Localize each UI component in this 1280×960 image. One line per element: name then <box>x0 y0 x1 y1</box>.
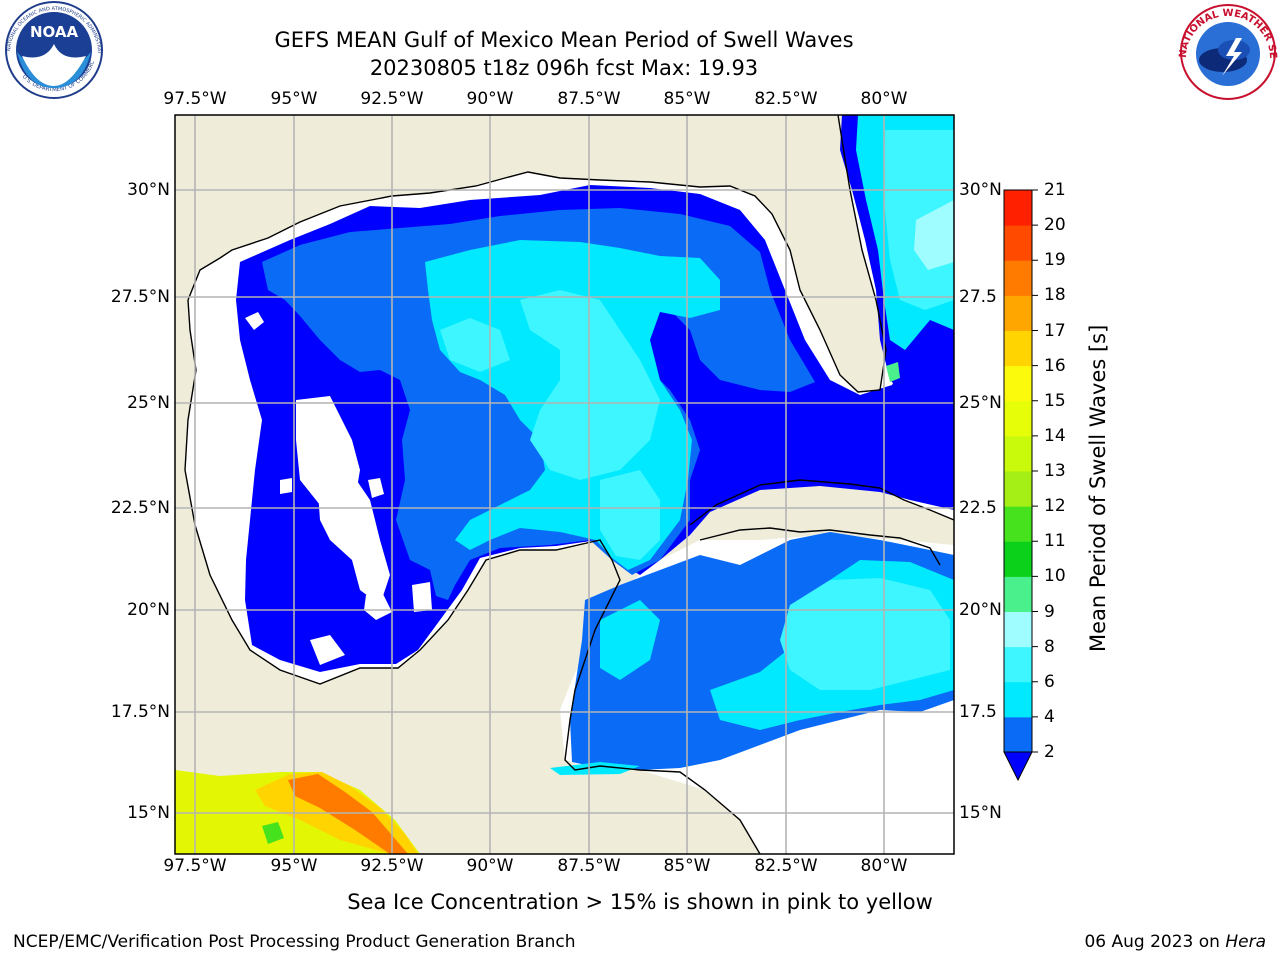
lon-tick-label: 87.5°W <box>557 89 621 109</box>
colorbar-segment <box>1004 471 1032 507</box>
lon-tick-label: 90°W <box>466 89 514 109</box>
colorbar-level-label: 2 <box>1044 742 1055 762</box>
colorbar-level-label: 12 <box>1044 496 1066 517</box>
lon-tick-label: 82.5°W <box>754 856 818 876</box>
lon-tick-label: 95°W <box>270 856 318 876</box>
pacific-swell-green-patch <box>262 822 284 844</box>
grid-lines <box>175 115 954 854</box>
no-data-holes <box>245 312 440 665</box>
caribbean-light-cyan <box>780 578 950 690</box>
map-title: GEFS MEAN Gulf of Mexico Mean Period of … <box>274 28 854 52</box>
colorbar-level-label: 4 <box>1044 706 1055 727</box>
colorbar-segment <box>1004 330 1032 367</box>
colorbar <box>1003 189 1038 782</box>
lon-tick-label: 92.5°W <box>360 856 424 876</box>
colorbar-level-label: 11 <box>1044 531 1066 552</box>
colorbar-level-label: 13 <box>1044 461 1066 481</box>
map-frame <box>174 114 955 855</box>
lat-tick-label: 30°N <box>959 180 1002 200</box>
colorbar-segment <box>1004 260 1032 296</box>
lon-tick-label: 90°W <box>466 856 514 876</box>
lat-tick-label: 17.5 <box>959 702 997 722</box>
atlantic-pale-cyan <box>914 200 954 270</box>
footer-host: Hera <box>1225 932 1266 952</box>
atlantic-green-patch <box>886 362 900 382</box>
lon-tick-label: 82.5°W <box>754 89 818 109</box>
colorbar-segment <box>1004 225 1032 261</box>
colorbar-level-label: 21 <box>1044 180 1066 200</box>
lat-tick-label: 30°N <box>127 180 170 200</box>
colorbar-segment <box>1004 681 1032 718</box>
colorbar-level-label: 20 <box>1044 215 1066 236</box>
lat-tick-label: 17.5°N <box>110 702 170 722</box>
colorbar-level-label: 18 <box>1044 285 1066 306</box>
lat-tick-label: 22.5°N <box>110 498 170 518</box>
colorbar-level-label: 16 <box>1044 355 1066 376</box>
sea-ice-note: Sea Ice Concentration > 15% is shown in … <box>347 890 933 914</box>
lon-tick-label: 97.5°W <box>163 89 227 109</box>
lon-tick-label: 85°W <box>663 856 711 876</box>
lat-tick-label: 20°N <box>959 600 1002 620</box>
lat-tick-label: 27.5 <box>959 287 997 307</box>
colorbar-segment <box>1004 716 1032 753</box>
svg-text:NOAA: NOAA <box>30 23 79 41</box>
lon-tick-label: 85°W <box>663 89 711 109</box>
colorbar-level-label: 14 <box>1044 425 1066 446</box>
colorbar-segment <box>1004 611 1032 648</box>
lat-tick-label: 20°N <box>127 600 170 620</box>
colorbar-level-label: 19 <box>1044 250 1066 271</box>
colorbar-segment <box>1004 506 1032 542</box>
lon-tick-label: 92.5°W <box>360 89 424 109</box>
noaa-logo: NATIONAL OCEANIC AND ATMOSPHERIC ADMINIS… <box>0 0 103 99</box>
map-subtitle: 20230805 t18z 096h fcst Max: 19.93 <box>369 56 759 80</box>
colorbar-segment <box>1004 541 1032 577</box>
lon-tick-label: 87.5°W <box>557 856 621 876</box>
lon-tick-label: 95°W <box>270 89 318 109</box>
colorbar-segment <box>1004 646 1032 683</box>
swell-light-cyan <box>440 290 660 560</box>
colorbar-segment <box>1004 190 1032 226</box>
lon-tick-label: 80°W <box>860 856 908 876</box>
colorbar-title: Mean Period of Swell Waves [s] <box>1086 324 1110 652</box>
colorbar-segment <box>1004 435 1032 472</box>
coastline <box>184 115 954 854</box>
lat-tick-label: 15°N <box>959 803 1002 823</box>
colorbar-segment <box>1004 576 1032 612</box>
colorbar-level-label: 17 <box>1044 320 1066 341</box>
footer-left: NCEP/EMC/Verification Post Processing Pr… <box>13 932 576 952</box>
colorbar-extend-arrow <box>1003 751 1033 782</box>
colorbar-level-label: 6 <box>1044 671 1055 692</box>
lat-tick-label: 25°N <box>127 393 170 413</box>
colorbar-level-label: 10 <box>1044 566 1066 587</box>
colorbar-level-label: 15 <box>1044 390 1066 411</box>
lat-tick-label: 27.5°N <box>110 287 170 307</box>
colorbar-segment <box>1004 400 1032 437</box>
lat-tick-label: 25°N <box>959 393 1002 413</box>
lon-tick-label: 97.5°W <box>163 856 227 876</box>
lat-tick-label: 22.5 <box>959 498 997 518</box>
nws-logo: NATIONAL WEATHER SERVICE <box>1176 2 1278 100</box>
colorbar-segment <box>1004 295 1032 331</box>
colorbar-segment <box>1004 365 1032 402</box>
lon-tick-label: 80°W <box>860 89 908 109</box>
pacific-swell-red <box>288 774 408 854</box>
footer-right: 06 Aug 2023 on Hera <box>1084 932 1266 952</box>
colorbar-level-label: 9 <box>1044 601 1055 622</box>
lat-tick-label: 15°N <box>127 803 170 823</box>
footer-date: 06 Aug 2023 on <box>1084 932 1226 952</box>
colorbar-level-label: 8 <box>1044 636 1055 657</box>
